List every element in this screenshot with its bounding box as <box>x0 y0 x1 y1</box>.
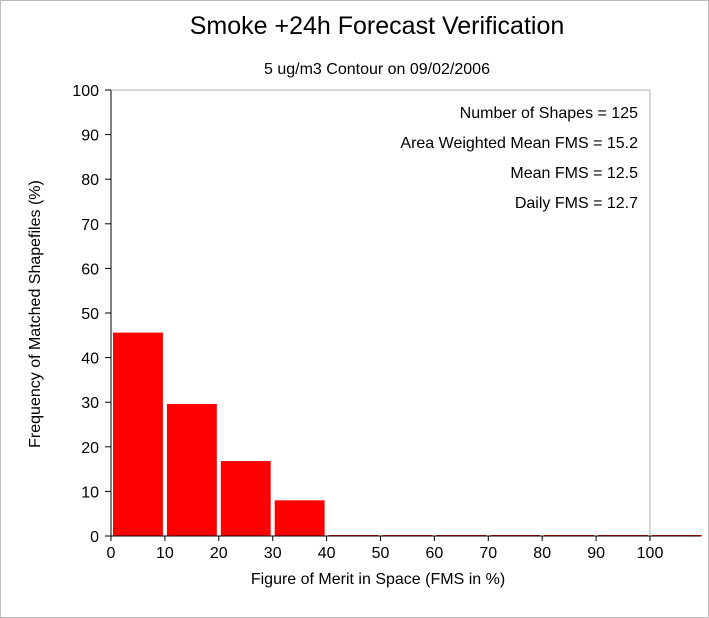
stat-line: Daily FMS = 12.7 <box>515 195 638 212</box>
x-tick-label: 20 <box>210 545 228 562</box>
x-axis-label: Figure of Merit in Space (FMS in %) <box>251 571 505 588</box>
y-axis-label: Frequency of Matched Shapefiles (%) <box>27 180 44 448</box>
x-tick-label: 30 <box>264 545 282 562</box>
x-tick-label: 0 <box>107 545 116 562</box>
x-tick-label: 50 <box>372 545 390 562</box>
y-tick-label: 30 <box>81 395 99 412</box>
y-tick-label: 90 <box>81 128 99 145</box>
x-tick-label: 70 <box>479 545 497 562</box>
y-tick-label: 20 <box>81 440 99 457</box>
x-tick-label: 60 <box>426 545 444 562</box>
x-axis: 0 10 20 30 40 50 60 70 80 90 100 <box>107 535 700 562</box>
y-tick-label: 80 <box>81 172 99 189</box>
y-tick-label: 60 <box>81 261 99 278</box>
histogram-bar <box>220 461 271 536</box>
x-tick-label: 40 <box>318 545 336 562</box>
histogram-bar <box>166 403 217 536</box>
histogram-bar <box>113 332 163 536</box>
stats-annotation: Number of Shapes = 125 Area Weighted Mean… <box>400 105 638 212</box>
bars-group <box>113 332 702 537</box>
y-tick-label: 70 <box>81 217 99 234</box>
y-tick-label: 40 <box>81 351 99 368</box>
stat-line: Number of Shapes = 125 <box>460 105 638 122</box>
y-axis: 0 10 20 30 40 50 60 70 80 90 100 <box>72 83 111 546</box>
y-tick-label: 0 <box>90 529 99 546</box>
histogram-bar <box>274 500 325 536</box>
y-tick-label: 10 <box>81 484 99 501</box>
y-tick-label: 50 <box>81 306 99 323</box>
stat-line: Mean FMS = 12.5 <box>510 165 638 182</box>
chart-title: Smoke +24h Forecast Verification <box>190 12 565 40</box>
stat-line: Area Weighted Mean FMS = 15.2 <box>400 135 638 152</box>
x-tick-label: 80 <box>533 545 551 562</box>
chart-subtitle: 5 ug/m3 Contour on 09/02/2006 <box>264 61 490 78</box>
x-tick-label: 100 <box>637 545 664 562</box>
y-tick-label: 100 <box>72 83 99 100</box>
x-tick-label: 90 <box>587 545 605 562</box>
x-tick-label: 10 <box>156 545 174 562</box>
